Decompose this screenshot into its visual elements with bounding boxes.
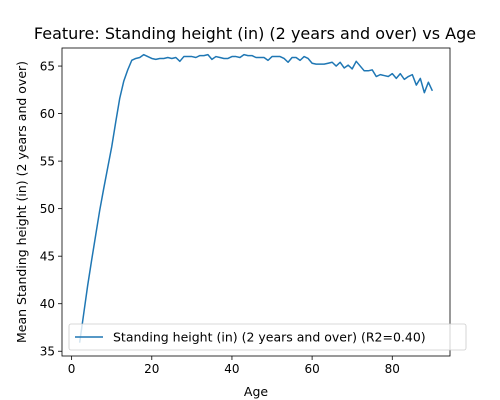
plot-area: 0 20 40 60 80 35 40 45 50 55 60 65 — [40, 47, 451, 376]
x-tick-label: 80 — [385, 362, 400, 376]
x-tick-label: 0 — [68, 362, 76, 376]
y-axis-label: Mean Standing height (in) (2 years and o… — [14, 61, 29, 343]
x-axis: 0 20 40 60 80 — [68, 356, 400, 376]
y-tick-label: 60 — [40, 107, 55, 121]
legend: Standing height (in) (2 years and over) … — [68, 323, 467, 351]
y-tick-label: 35 — [40, 345, 55, 359]
y-tick-label: 55 — [40, 154, 55, 168]
x-tick-label: 60 — [304, 362, 319, 376]
y-tick-label: 45 — [40, 249, 55, 263]
chart-title: Feature: Standing height (in) (2 years a… — [34, 24, 476, 43]
series-line — [78, 53, 434, 343]
legend-label: Standing height (in) (2 years and over) … — [113, 330, 426, 345]
x-tick-label: 20 — [144, 362, 159, 376]
legend-box — [68, 323, 467, 351]
y-tick-label: 50 — [40, 202, 55, 216]
y-tick-label: 40 — [40, 297, 55, 311]
plot-frame — [61, 47, 451, 357]
y-tick-label: 65 — [40, 59, 55, 73]
x-tick-label: 40 — [224, 362, 239, 376]
x-axis-label: Age — [244, 384, 268, 399]
y-axis: 35 40 45 50 55 60 65 — [40, 59, 62, 359]
